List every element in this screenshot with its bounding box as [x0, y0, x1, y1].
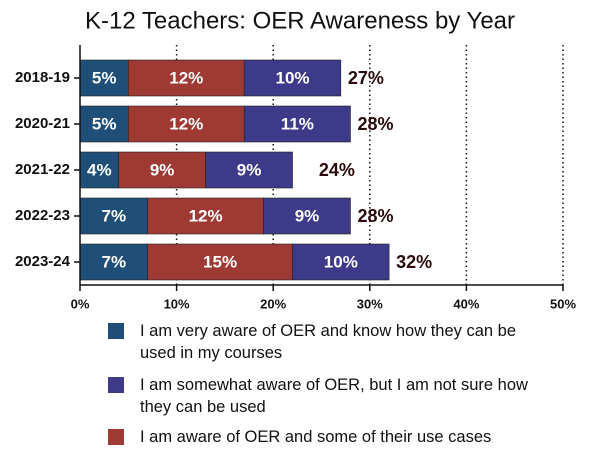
- bar-segment: [79, 243, 148, 281]
- segment-label: 7%: [102, 206, 127, 225]
- x-tick-label: 20%: [260, 296, 286, 311]
- segment-label: 4%: [87, 160, 112, 179]
- bar-segment: [243, 59, 342, 97]
- segment-label: 15%: [203, 252, 237, 271]
- total-label: 28%: [357, 206, 393, 226]
- chart-title: K-12 Teachers: OER Awareness by Year: [85, 7, 515, 34]
- bar-segment: [79, 197, 148, 235]
- bars: 5% 12% 10% 27% 5% 12% 11% 28% 4% 9% 9% 24% 7% 12% 9% 28…: [79, 59, 432, 281]
- segment-label: 11%: [281, 114, 314, 133]
- total-label: 32%: [396, 252, 432, 272]
- segment-label: 9%: [237, 160, 262, 179]
- segment-label: 10%: [276, 68, 310, 87]
- x-tick-label: 0%: [71, 296, 90, 311]
- y-tick-label: 2022-23: [15, 207, 70, 224]
- y-tick-label: 2023-24: [15, 253, 71, 270]
- segment-label: 12%: [189, 206, 223, 225]
- bar-segment: [79, 59, 129, 97]
- segment-label: 9%: [295, 206, 320, 225]
- y-tick-label: 2018-19: [15, 69, 70, 86]
- bar-segment: [147, 197, 264, 235]
- segment-label: 12%: [169, 114, 203, 133]
- total-label: 27%: [348, 68, 384, 88]
- bar-segment: [243, 105, 351, 143]
- y-tick-label: 2020-21: [15, 115, 70, 132]
- bar-segment: [205, 151, 293, 189]
- total-label: 24%: [319, 160, 355, 180]
- legend-item: I am very aware of OER and know how they…: [108, 320, 528, 364]
- total-label: 28%: [357, 114, 393, 134]
- legend-swatch: [108, 323, 124, 339]
- legend-label: I am very aware of OER and know how they…: [140, 322, 517, 362]
- x-tick-label: 30%: [357, 296, 383, 311]
- segment-label: 9%: [150, 160, 175, 179]
- bar-segment: [118, 151, 206, 189]
- segment-label: 12%: [169, 68, 203, 87]
- legend-label: I am aware of OER and some of their use …: [140, 428, 492, 446]
- segment-label: 5%: [92, 68, 117, 87]
- legend-item: I am somewhat aware of OER, but I am not…: [108, 374, 528, 418]
- bar-segment: [292, 243, 390, 281]
- legend-swatch: [108, 429, 124, 445]
- segment-label: 7%: [102, 252, 127, 271]
- y-tick-label: 2021-22: [15, 161, 70, 178]
- bar-segment: [263, 197, 351, 235]
- legend-swatch: [108, 377, 124, 393]
- x-tick-label: 40%: [453, 296, 479, 311]
- bar-segment: [79, 105, 129, 143]
- segment-label: 10%: [324, 252, 358, 271]
- legend-item: I am aware of OER and some of their use …: [108, 426, 528, 448]
- segment-label: 5%: [92, 114, 117, 133]
- axes: 0% 10% 20% 30% 40% 50% 2018-19 2020-21 2021-22 20…: [15, 45, 576, 311]
- bar-segment: [147, 243, 293, 281]
- x-tick-label: 10%: [164, 296, 190, 311]
- legend-label: I am somewhat aware of OER, but I am not…: [140, 376, 528, 416]
- bar-segment: [128, 105, 245, 143]
- x-tick-label: 50%: [550, 296, 576, 311]
